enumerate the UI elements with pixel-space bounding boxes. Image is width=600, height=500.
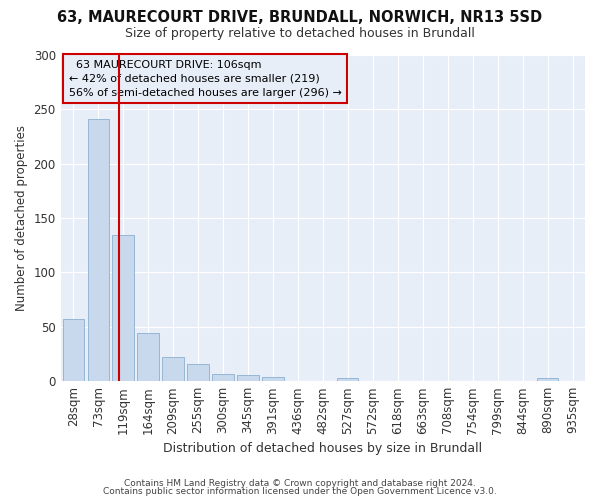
X-axis label: Distribution of detached houses by size in Brundall: Distribution of detached houses by size … xyxy=(163,442,482,455)
Bar xyxy=(88,119,109,381)
Bar xyxy=(62,319,84,381)
Text: Size of property relative to detached houses in Brundall: Size of property relative to detached ho… xyxy=(125,28,475,40)
Bar xyxy=(163,358,184,381)
Text: 63, MAURECOURT DRIVE, BRUNDALL, NORWICH, NR13 5SD: 63, MAURECOURT DRIVE, BRUNDALL, NORWICH,… xyxy=(58,10,542,25)
Bar xyxy=(262,377,284,381)
Bar xyxy=(187,364,209,381)
Bar xyxy=(212,374,233,381)
Bar xyxy=(537,378,558,381)
Bar xyxy=(112,236,134,381)
Text: 63 MAURECOURT DRIVE: 106sqm
← 42% of detached houses are smaller (219)
56% of se: 63 MAURECOURT DRIVE: 106sqm ← 42% of det… xyxy=(68,60,341,98)
Bar xyxy=(337,378,358,381)
Bar xyxy=(137,334,158,381)
Text: Contains HM Land Registry data © Crown copyright and database right 2024.: Contains HM Land Registry data © Crown c… xyxy=(124,478,476,488)
Bar xyxy=(238,374,259,381)
Text: Contains public sector information licensed under the Open Government Licence v3: Contains public sector information licen… xyxy=(103,487,497,496)
Y-axis label: Number of detached properties: Number of detached properties xyxy=(15,125,28,311)
